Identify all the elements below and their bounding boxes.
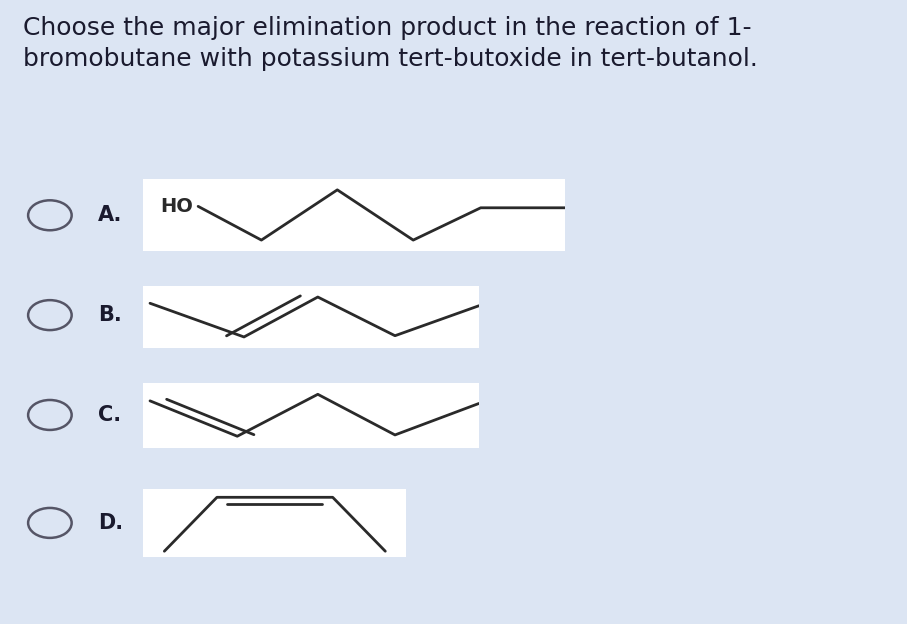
Text: B.: B. <box>98 305 122 325</box>
Text: bromobutane with potassium tert-butoxide in tert-butanol.: bromobutane with potassium tert-butoxide… <box>23 47 757 71</box>
FancyBboxPatch shape <box>143 383 479 448</box>
Text: HO: HO <box>161 197 193 216</box>
Text: C.: C. <box>98 405 121 425</box>
Text: D.: D. <box>98 513 123 533</box>
FancyBboxPatch shape <box>143 286 479 348</box>
FancyBboxPatch shape <box>143 179 565 251</box>
Text: A.: A. <box>98 205 122 225</box>
Text: Choose the major elimination product in the reaction of 1-: Choose the major elimination product in … <box>23 16 751 39</box>
FancyBboxPatch shape <box>143 489 406 557</box>
